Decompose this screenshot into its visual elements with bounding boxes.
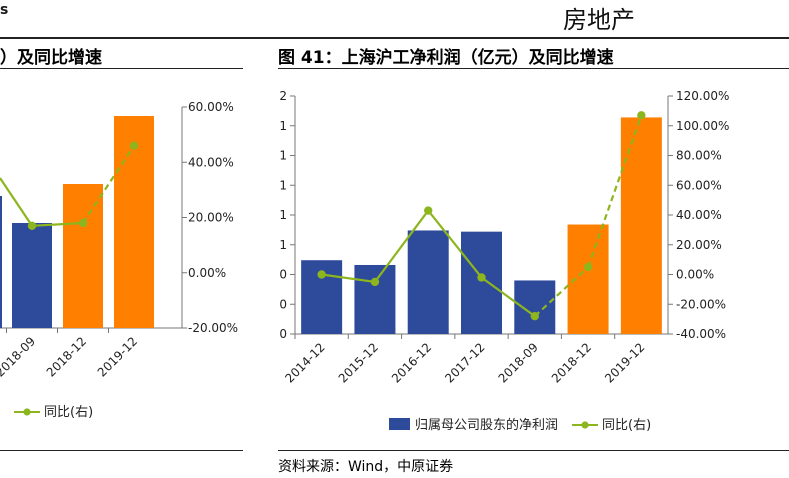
right-right-tick-label: 100.00% [676,119,729,133]
left-chart-title: ）及同比增速 [0,48,102,68]
header-left-fragment: s [0,2,9,18]
right-yoy-point-2014-12 [317,270,326,279]
left-yoy-line-segment [31,221,84,227]
right-yoy-point-2015-12 [370,277,380,287]
left-yoy-point-2018-12 [78,218,88,228]
right-title-rule [278,68,789,69]
right-right-tick-label: 80.00% [676,149,722,163]
left-x-tick-label: 2018-12 [44,334,89,379]
left-bar-2018-12 [63,184,103,328]
right-chart-title: 图 41：上海沪工净利润（亿元）及同比增速 [278,48,614,68]
right-x-tick-label: 2019-12 [602,340,647,385]
right-right-tick-label: -20.00% [676,297,726,311]
right-right-tick-label: 0.00% [676,268,714,282]
right-right-tick-label: 40.00% [676,208,722,222]
right-left-tick-label: 0 [279,327,287,341]
right-yoy-line-segment [427,209,483,279]
left-right-tick-label: 60.00% [188,100,234,114]
right-left-tick-label: 2 [279,89,287,103]
source-note: 资料来源：Wind，中原证券 [278,459,454,475]
right-yoy-point-2019-12 [637,111,646,120]
right-x-tick-label: 2017-12 [442,340,487,385]
right-left-tick-label: 1 [279,238,287,252]
right-bar-2017-12 [461,231,502,334]
right-yoy-line-segment [321,273,376,284]
left-right-tick-label: 20.00% [188,211,234,225]
left-right-tick-label: 40.00% [188,155,234,169]
report-section-title: 房地产 [563,6,635,34]
right-legend-bar-swatch [389,418,410,430]
left-x-tick-label: 2018-09 [0,334,38,379]
left-chart: 60.00%40.00%20.00%0.00%-20.00%2018-09 201… [0,100,238,420]
right-x-tick-label: 2015-12 [336,340,381,385]
right-right-tick-label: 120.00% [676,89,729,103]
left-bottom-rule [0,450,243,451]
right-x-tick-label: 2018-12 [549,340,594,385]
right-right-tick-label: 60.00% [676,178,722,192]
right-yoy-point-2016-12 [424,206,433,215]
left-yoy-point-2018-09 [27,221,37,230]
left-yoy-line-segment [0,177,33,227]
right-yoy-point-2017-12 [477,273,486,282]
right-yoy-line-segment [534,266,589,317]
right-left-tick-label: 1 [279,119,287,133]
right-left-tick-label: 1 [279,208,287,222]
right-bar-2019-12 [620,117,662,334]
right-chart: 2 1 1 1 1 1 0 0 0 120.00% 100.00% 80.00% 60.00% 40.00… [279,89,729,433]
left-legend-line-marker [23,408,31,416]
right-legend-line-label: 同比(右) [602,418,651,433]
right-legend-line-marker [581,421,589,429]
left-yoy-line-segment [82,145,135,224]
right-legend-bar-label: 归属母公司股东的净利润 [415,417,558,433]
left-yoy-point-2019-12 [129,141,139,150]
header-rule [0,37,789,39]
right-yoy-line-segment [374,209,430,283]
right-bottom-rule [278,450,789,451]
left-title-rule [0,68,243,69]
right-left-tick-label: 1 [279,178,287,192]
right-bar-2016-12 [407,230,449,334]
right-yoy-point-2018-09 [530,311,539,321]
right-left-tick-label: 0 [279,268,287,282]
right-yoy-line-segment [587,114,643,268]
left-x-tick-label: 2019-12 [95,334,140,379]
right-yoy-line-segment [480,276,536,318]
left-bar-2018-09 [12,223,52,328]
right-left-tick-label: 1 [279,149,287,163]
left-right-tick-label: 0.00% [188,266,226,280]
right-bar-2015-12 [354,264,396,334]
right-yoy-point-2018-12 [583,262,593,272]
right-left-tick-label: 0 [279,297,287,311]
left-right-tick-label: -20.00% [188,321,238,335]
right-x-tick-label: 2016-12 [389,340,434,385]
left-bar-2019-12 [114,116,154,328]
right-right-tick-label: -40.00% [676,327,726,341]
right-bar-2018-09 [514,280,556,334]
right-x-tick-label: 2014-12 [282,340,327,385]
right-right-tick-label: 20.00% [676,238,722,252]
left-bar-partial [0,196,2,328]
left-legend-line-label: 同比(右) [44,405,93,420]
right-x-tick-label: 2018-09 [496,340,541,385]
